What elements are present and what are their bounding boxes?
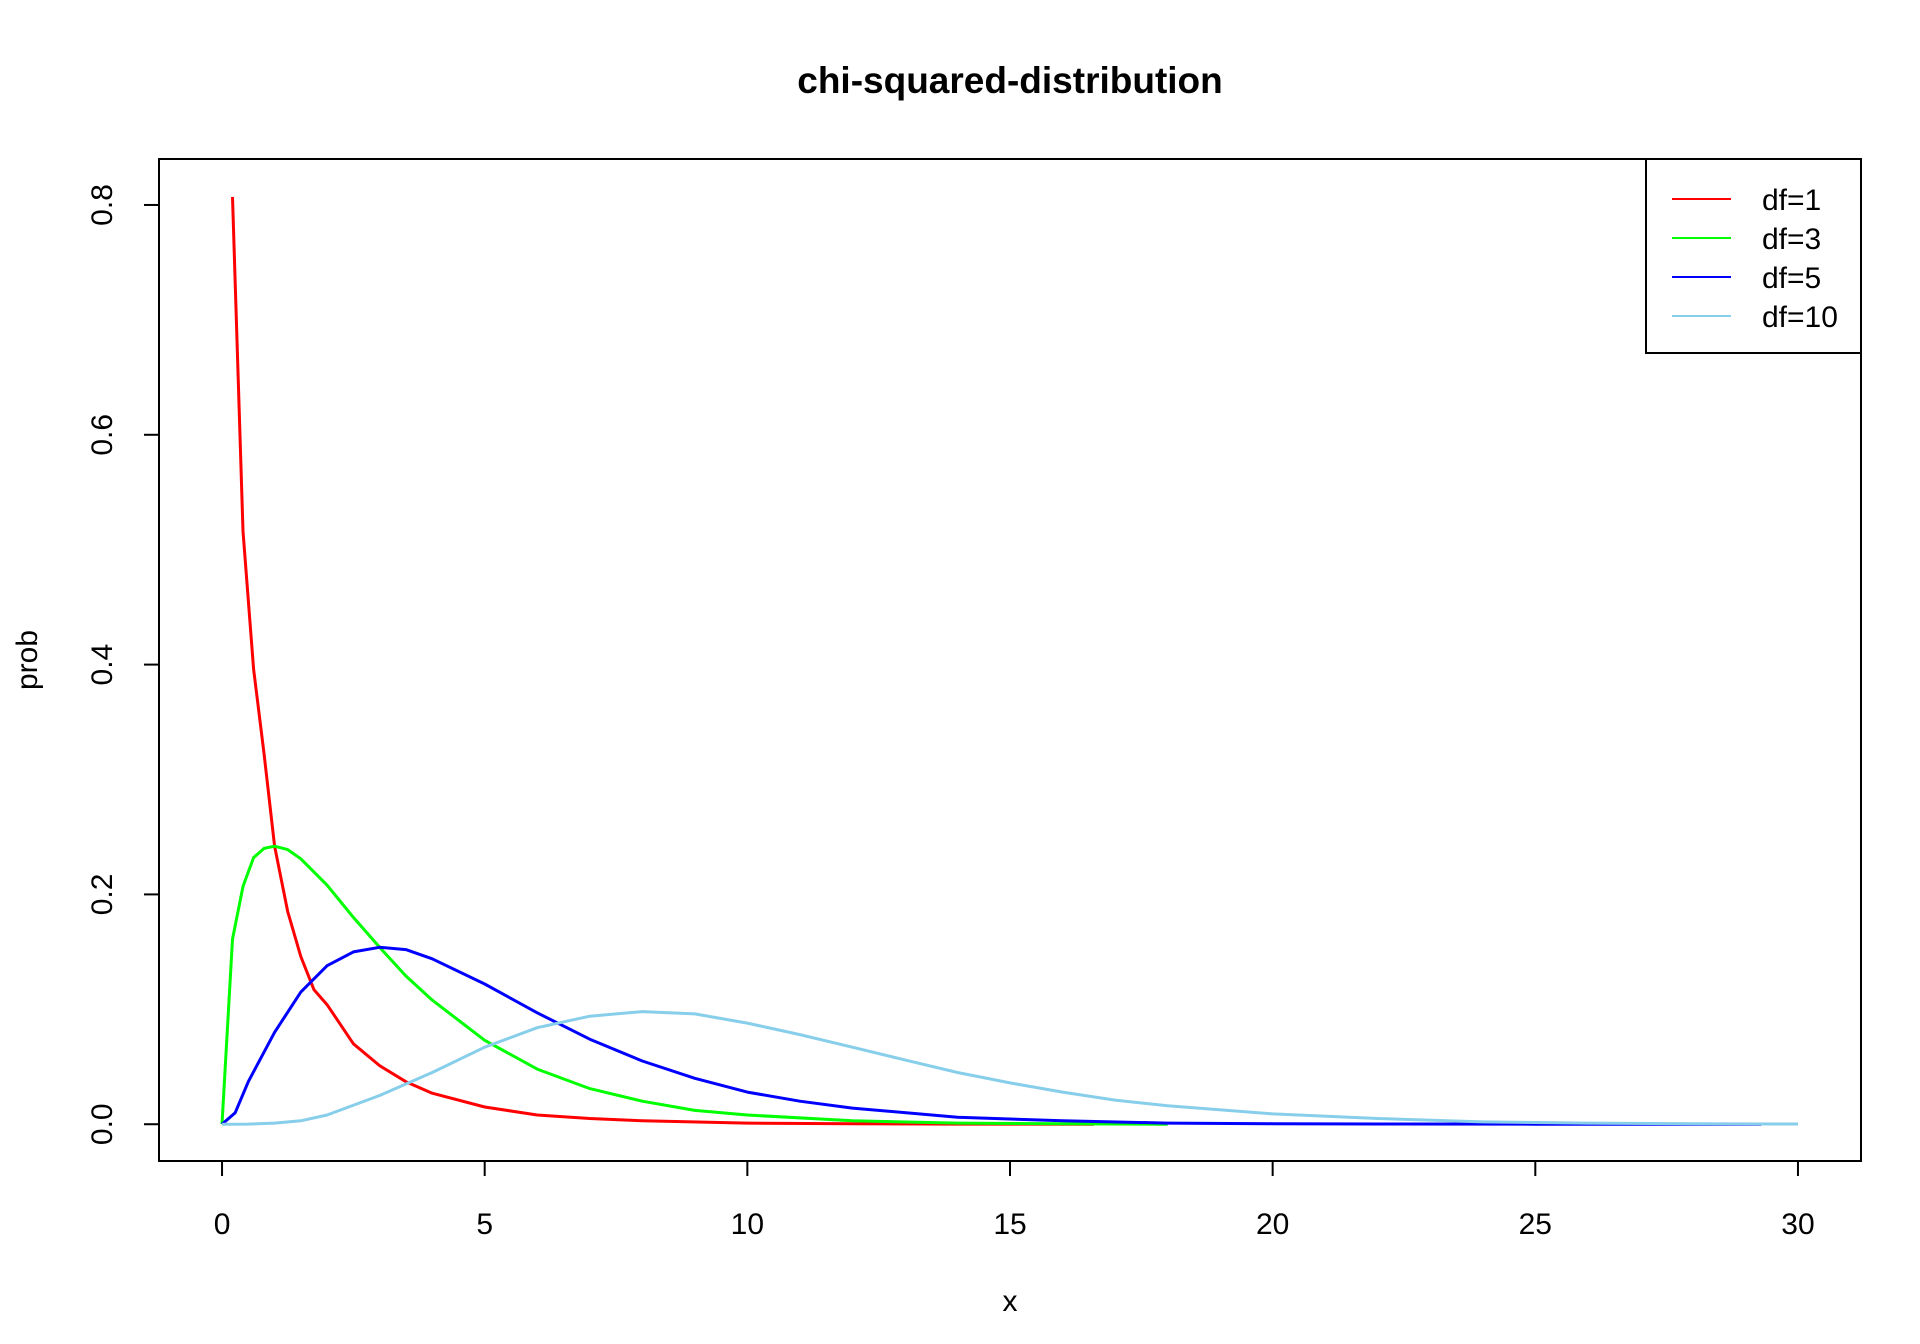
series-line-df-10	[221, 1010, 1799, 1126]
legend-label: df=3	[1762, 223, 1821, 256]
chart-title: chi-squared-distribution	[797, 60, 1223, 101]
legend-entry: df=1	[1672, 184, 1821, 217]
x-tick-label: 10	[731, 1208, 764, 1241]
x-axis-label: x	[1003, 1285, 1018, 1318]
series-line-df-3	[220, 844, 1168, 1126]
series-layer	[220, 196, 1799, 1126]
legend-entry: df=10	[1672, 301, 1838, 334]
x-tick-label: 20	[1256, 1208, 1289, 1241]
x-tick-label: 5	[476, 1208, 493, 1241]
legend: df=1 df=3 df=5 df=10	[1645, 158, 1862, 354]
x-tick-label: 30	[1781, 1208, 1814, 1241]
series-line-df-5	[221, 945, 1762, 1126]
legend-label: df=1	[1762, 184, 1821, 217]
series-line-df-1	[231, 196, 1095, 1126]
legend-label: df=5	[1762, 262, 1821, 295]
x-axis: 0 5 10 15 20 25 30	[214, 1160, 1815, 1241]
y-tick-label: 0.4	[86, 644, 119, 686]
legend-items: df=1 df=3 df=5 df=10	[1672, 184, 1838, 334]
legend-entry: df=5	[1672, 262, 1821, 295]
y-axis: 0.0 0.2 0.4 0.6 0.8	[86, 184, 160, 1145]
y-tick-label: 0.8	[86, 184, 119, 226]
legend-entry: df=3	[1672, 223, 1821, 256]
y-tick-label: 0.6	[86, 414, 119, 456]
y-axis-label: prob	[11, 630, 44, 690]
x-tick-label: 0	[214, 1208, 231, 1241]
x-tick-label: 25	[1519, 1208, 1552, 1241]
legend-label: df=10	[1762, 301, 1838, 334]
y-tick-label: 0.2	[86, 874, 119, 916]
x-tick-label: 15	[993, 1208, 1026, 1241]
y-tick-label: 0.0	[86, 1103, 119, 1145]
legend-box	[1645, 158, 1862, 354]
